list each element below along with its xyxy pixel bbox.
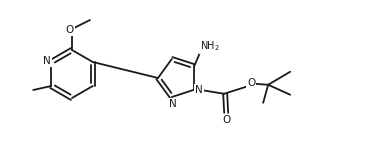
Text: O: O: [247, 78, 255, 88]
Text: O: O: [222, 115, 230, 125]
Text: N: N: [43, 56, 51, 66]
Text: N: N: [195, 85, 203, 95]
Text: NH$_2$: NH$_2$: [200, 39, 220, 53]
Text: N: N: [169, 99, 177, 109]
Text: O: O: [66, 25, 74, 35]
